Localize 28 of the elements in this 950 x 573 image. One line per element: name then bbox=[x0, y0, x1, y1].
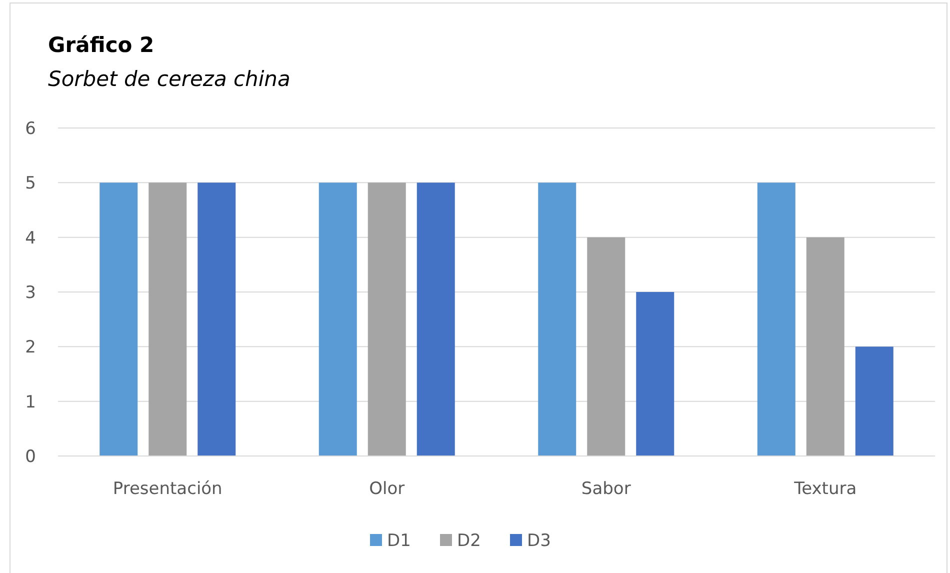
x-tick-label: Textura bbox=[793, 479, 857, 499]
legend-label: D2 bbox=[457, 530, 481, 551]
y-tick-label: 3 bbox=[25, 282, 36, 303]
y-tick-label: 4 bbox=[25, 228, 36, 248]
bar bbox=[368, 182, 406, 456]
bar bbox=[100, 182, 138, 456]
bar bbox=[416, 182, 455, 456]
y-tick-label: 0 bbox=[25, 446, 36, 467]
y-tick-label: 2 bbox=[25, 338, 36, 358]
bar bbox=[538, 182, 576, 456]
chart-subtitle: Sorbet de cereza china bbox=[48, 67, 290, 91]
y-tick-label: 1 bbox=[25, 392, 36, 412]
legend-label: D3 bbox=[527, 530, 551, 551]
bar bbox=[198, 182, 236, 456]
bar bbox=[318, 182, 357, 456]
x-tick-label: Presentación bbox=[112, 479, 222, 499]
bar bbox=[148, 182, 187, 456]
chart-title: Gráfico 2 bbox=[48, 33, 154, 57]
y-tick-label: 5 bbox=[25, 174, 36, 194]
x-tick-label: Olor bbox=[369, 479, 405, 499]
x-tick-label: Sabor bbox=[581, 479, 631, 499]
bar bbox=[636, 292, 674, 456]
bar bbox=[757, 182, 796, 456]
bar bbox=[587, 237, 626, 456]
y-tick-label: 6 bbox=[25, 118, 36, 139]
legend-label: D1 bbox=[387, 530, 411, 551]
bar bbox=[806, 237, 844, 456]
bar bbox=[855, 346, 894, 456]
